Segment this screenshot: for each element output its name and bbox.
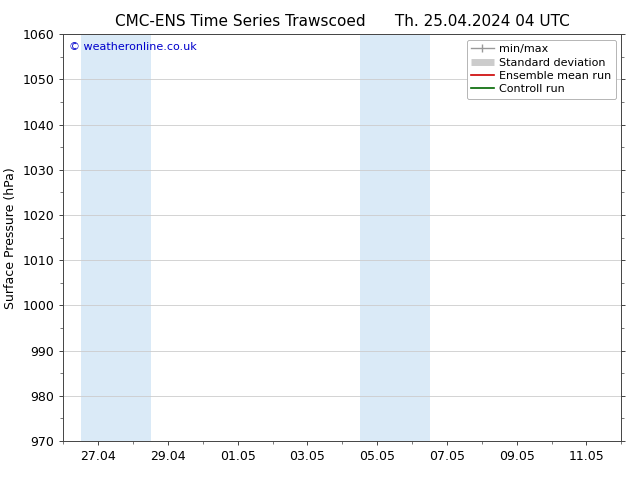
Title: CMC-ENS Time Series Trawscoed      Th. 25.04.2024 04 UTC: CMC-ENS Time Series Trawscoed Th. 25.04.…: [115, 14, 570, 29]
Text: © weatheronline.co.uk: © weatheronline.co.uk: [69, 43, 197, 52]
Y-axis label: Surface Pressure (hPa): Surface Pressure (hPa): [4, 167, 17, 309]
Legend: min/max, Standard deviation, Ensemble mean run, Controll run: min/max, Standard deviation, Ensemble me…: [467, 40, 616, 99]
Bar: [359, 34, 429, 441]
Bar: [81, 34, 150, 441]
